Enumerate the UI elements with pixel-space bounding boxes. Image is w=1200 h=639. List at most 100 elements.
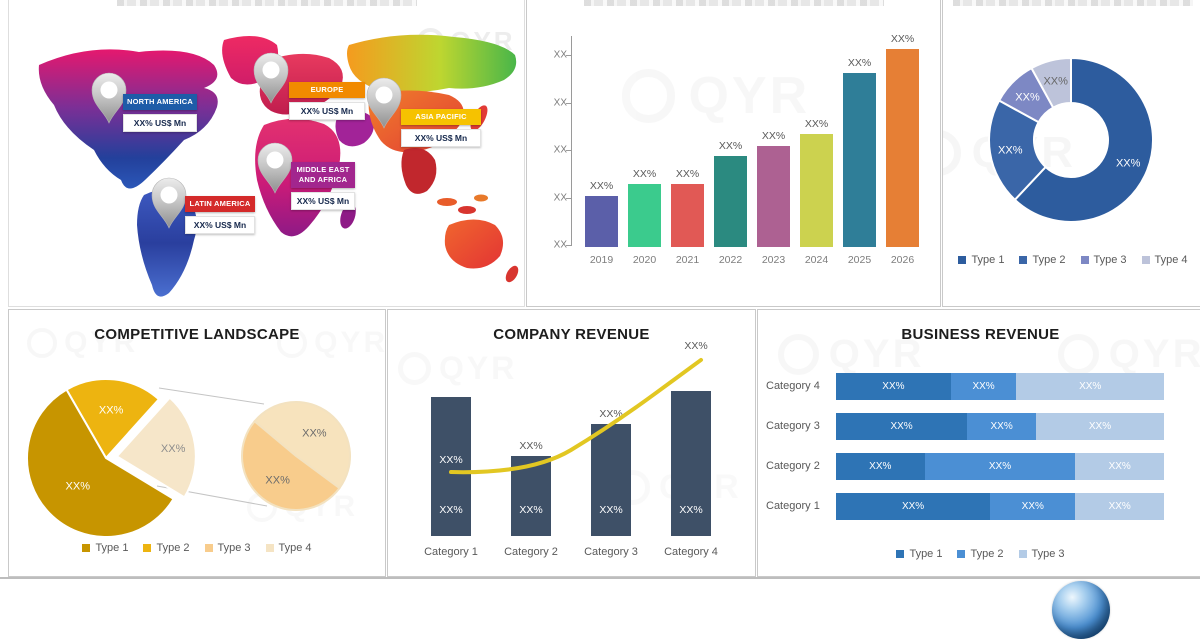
clipped-panel-title — [953, 0, 1193, 6]
bar-column: XX% 2026 — [886, 33, 919, 266]
x-axis-label: Category 4 — [664, 546, 718, 558]
stacked-bar-track: XX% XX% XX% — [836, 373, 1164, 400]
region-callout-europe: EUROPE XX% US$ Mn — [289, 82, 365, 120]
donut-slice-type-4 — [1030, 56, 1072, 109]
stacked-bar-track: XX% XX% XX% — [836, 493, 1164, 520]
clipped-panel-title — [583, 0, 884, 6]
x-axis-label: 2019 — [589, 254, 614, 266]
legend-swatch — [143, 544, 152, 552]
legend-swatch — [265, 544, 274, 552]
region-name: EUROPE — [289, 82, 365, 98]
bar-column: XX% 2020 — [628, 168, 661, 266]
stacked-bar-segment-type-1: XX% — [836, 373, 951, 400]
stacked-bar-segment-type-2: XX% — [950, 373, 1017, 400]
annual-trend-chart: XX XX XX XX XX XX% 2019 XX% 2020 XX% 2021 XX% 2022 XX… — [527, 0, 940, 306]
segment-label: XX% — [988, 461, 1012, 472]
bar-column: XX% 2025 — [843, 57, 876, 266]
x-axis-label: 2022 — [718, 254, 743, 266]
legend-label: Type 1 — [909, 548, 943, 560]
continent-south-america — [137, 189, 197, 297]
region-name: ASIA PACIFIC — [401, 109, 481, 125]
y-axis-tick-label: XX — [553, 144, 567, 156]
bar-bottom-label: XX% — [439, 504, 463, 516]
stacked-bar-segment-type-3: XX% — [1075, 453, 1164, 480]
bar-value-label: XX% — [761, 130, 786, 142]
legend-item: Type 1 — [896, 548, 942, 560]
segment-label: XX% — [990, 421, 1013, 432]
y-axis-line — [571, 36, 572, 246]
legend-swatch — [896, 550, 905, 558]
trend-bar — [843, 73, 876, 247]
continent-australia — [444, 219, 504, 269]
y-axis-tick-label: XX — [553, 49, 567, 61]
legend-swatch — [1018, 550, 1027, 558]
x-axis-label: Category 2 — [504, 546, 558, 558]
competitive-landscape-panel: QYR QYR QYR COMPETITIVE LANDSCAPE XX% XX%… — [8, 309, 386, 577]
bar-value-label: XX% — [675, 168, 700, 180]
stacked-bar-segment-type-1: XX% — [836, 413, 968, 440]
legend-item: Type 2 — [1019, 254, 1066, 266]
segment-label: XX% — [1108, 461, 1131, 472]
legend-swatch — [1141, 256, 1150, 264]
bar-column: XX% 2019 — [585, 180, 618, 266]
segment-label: XX% — [1021, 501, 1044, 512]
y-axis-tick-label: XX — [553, 239, 567, 251]
trend-bar — [886, 49, 919, 247]
legend-swatch — [1080, 256, 1089, 264]
clipped-panel-title — [116, 0, 417, 6]
segment-label: XX% — [901, 501, 925, 512]
bar-top-label: XX% — [519, 440, 543, 452]
pie-slice-label: XX% — [99, 404, 124, 416]
stacked-bar-segment-type-1: XX% — [836, 453, 925, 480]
region-name: LATIN AMERICA — [185, 196, 255, 212]
legend-item: Type 2 — [957, 548, 1004, 560]
stacked-bar-segment-type-1: XX% — [836, 493, 991, 520]
island-madagascar — [340, 203, 356, 229]
trend-bar — [671, 184, 704, 247]
x-axis-label: 2024 — [804, 254, 829, 266]
region-name: MIDDLE EAST AND AFRICA — [291, 162, 355, 188]
business-legend: Type 1 Type 2 Type 3 — [758, 548, 1200, 560]
company-revenue-panel: QYR QYR COMPANY REVENUE XX%XX%Category 1… — [387, 309, 756, 577]
region-callout-north-america: NORTH AMERICA XX% US$ Mn — [123, 94, 197, 132]
y-axis-tick-mark — [566, 102, 571, 104]
y-axis-tick-mark — [566, 245, 571, 246]
business-revenue-chart: Category 4 XX% XX% XX% Category 3 XX% XX% XX% Ca… — [758, 310, 1200, 576]
pie-slice — [115, 396, 197, 499]
bar-bottom-label: XX% — [599, 504, 623, 516]
pie-slice-label: XX% — [161, 443, 186, 455]
segment-label: XX% — [1088, 421, 1112, 432]
legend-item: Type 3 — [204, 542, 251, 554]
company-bar — [431, 397, 471, 536]
pie-slice — [26, 388, 175, 536]
sub-pie-slice — [241, 419, 341, 511]
company-bar — [671, 391, 711, 536]
bar-value-label: XX% — [632, 168, 657, 180]
bar-value-label: XX% — [847, 57, 872, 69]
row-category-label: Category 3 — [766, 420, 820, 432]
island-indonesia-2 — [458, 206, 476, 214]
growth-line-overlay — [449, 357, 703, 475]
segment-label: XX% — [869, 461, 892, 472]
legend-swatch — [958, 256, 967, 264]
stacked-bar-row: Category 1 XX% XX% XX% — [758, 493, 1200, 520]
legend-label: Type 2 — [970, 548, 1004, 560]
legend-item: Type 1 — [82, 542, 128, 554]
region-south-asia — [401, 147, 437, 194]
bar-value-label: XX% — [589, 180, 614, 192]
sub-pie-slice-label: XX% — [265, 474, 290, 486]
segment-label: XX% — [972, 381, 995, 392]
panel-title: COMPANY REVENUE — [493, 326, 650, 343]
legend-label: Type 1 — [95, 542, 129, 554]
donut-slice-label: XX% — [1043, 75, 1068, 87]
region-value: XX% US$ Mn — [289, 101, 365, 120]
legend-swatch — [204, 544, 213, 552]
legend-swatch — [957, 550, 966, 558]
legend-label: Type 3 — [1093, 254, 1127, 266]
trend-bar — [585, 196, 618, 247]
legend-label: Type 2 — [156, 542, 190, 554]
legend-item: Type 4 — [265, 542, 312, 554]
continent-north-asia — [347, 34, 517, 93]
y-axis-tick-mark — [566, 150, 571, 151]
